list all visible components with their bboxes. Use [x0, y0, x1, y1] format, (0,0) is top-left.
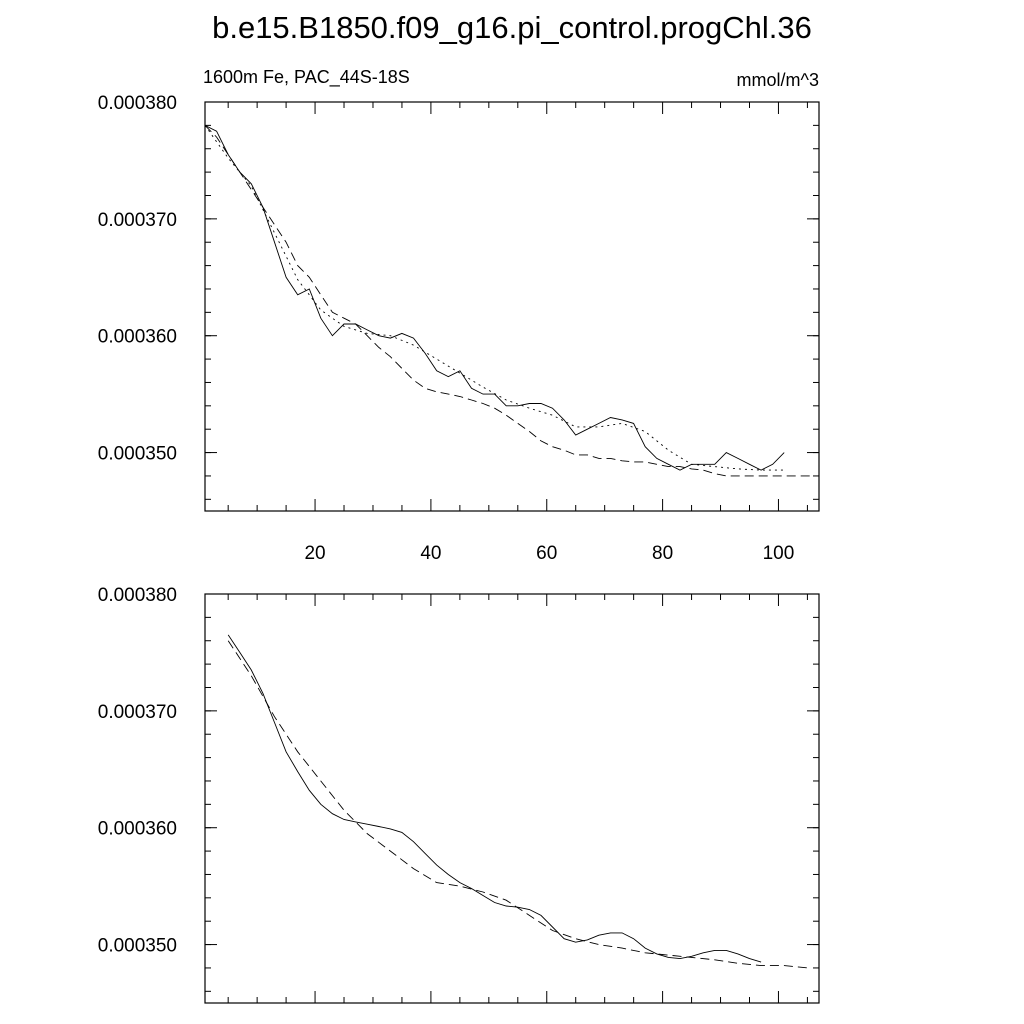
left-subtitle: 1600m Fe, PAC_44S-18S — [203, 67, 410, 88]
y-tick-label: 0.000350 — [98, 936, 177, 957]
x-tick-label: 80 — [652, 543, 673, 564]
series-line-annual — [204, 124, 785, 471]
y-tick-label: 0.000350 — [98, 444, 177, 465]
y-tick-label: 0.000370 — [98, 702, 177, 723]
bottom-panel: 0.000350 0.000360 0.000370 0.000380 — [98, 585, 820, 1004]
series-line-smoothed-2 — [227, 640, 808, 969]
x-tick-label: 40 — [420, 543, 441, 564]
units-label: mmol/m^3 — [737, 70, 819, 90]
y-tick-label: 0.000360 — [98, 819, 177, 840]
series-line-annual-2 — [204, 125, 814, 477]
plot-frame — [204, 593, 820, 1004]
series-line-smoothed — [204, 125, 785, 471]
y-tick-label: 0.000380 — [98, 585, 177, 606]
x-tick-label: 20 — [304, 543, 325, 564]
plot-frame — [204, 101, 820, 512]
x-tick-label: 60 — [536, 543, 557, 564]
chart-title: b.e15.B1850.f09_g16.pi_control.progChl.3… — [212, 10, 812, 45]
y-tick-label: 0.000370 — [98, 210, 177, 231]
y-tick-label: 0.000360 — [98, 327, 177, 348]
series-line-smoothed — [227, 634, 762, 963]
x-tick-label: 100 — [763, 543, 795, 564]
y-tick-label: 0.000380 — [98, 93, 177, 114]
top-panel: 1600m Fe, PAC_44S-18S mmol/m^3 0.000350 0… — [98, 67, 820, 564]
